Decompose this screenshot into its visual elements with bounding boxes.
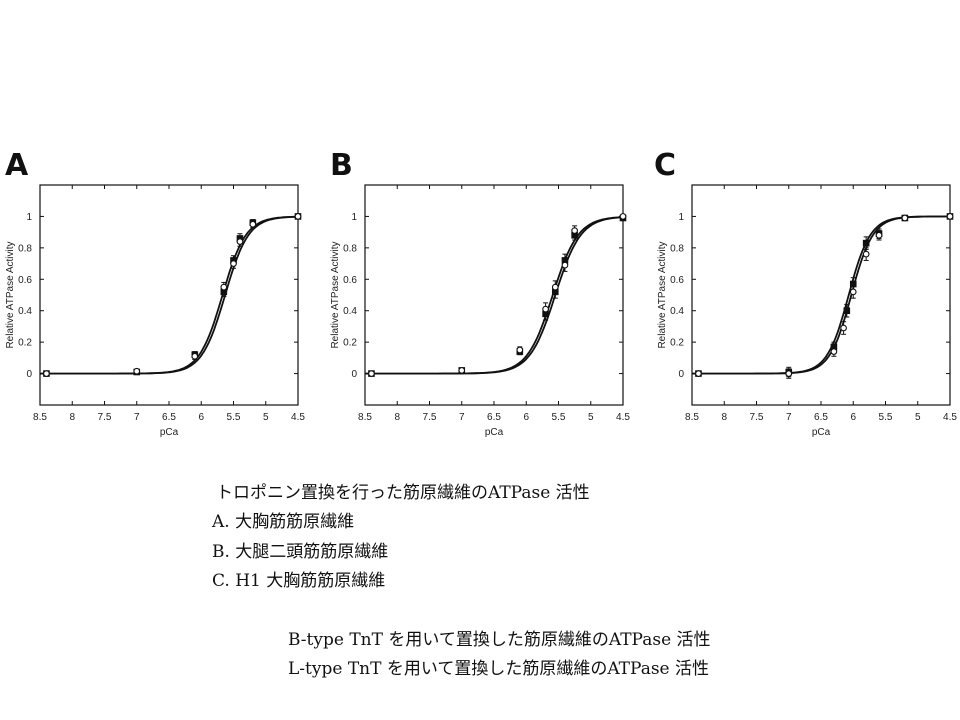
x-tick-label: 5 <box>915 412 921 423</box>
data-point-filled <box>862 239 870 247</box>
y-tick-label: 1 <box>26 212 32 223</box>
panel-c-letter: C <box>654 148 677 183</box>
y-tick-label: 0.2 <box>343 338 357 349</box>
x-tick-label: 7 <box>786 412 792 423</box>
x-tick-label: 5.5 <box>879 412 893 423</box>
data-point-open <box>236 238 244 245</box>
data-point-open <box>458 367 466 374</box>
legend-l-type: L-type TnT を用いて置換した筋原繊維のATPase 活性 <box>288 659 710 679</box>
data-point-open <box>220 283 228 291</box>
x-axis-title: pCa <box>160 427 179 438</box>
x-tick-label: 6 <box>850 412 856 423</box>
data-point-open <box>368 370 375 377</box>
y-tick-label: 0.4 <box>670 306 684 317</box>
y-axis-title: Relative ATPase Activity <box>5 241 16 348</box>
y-tick-label: 1 <box>351 212 357 223</box>
x-tick-label: 7.5 <box>750 412 764 423</box>
data-point-open <box>785 370 793 377</box>
panel-a-letter: A <box>5 148 29 183</box>
x-tick-label: 8 <box>721 412 727 423</box>
y-tick-label: 0.4 <box>343 306 357 317</box>
x-tick-label: 4.5 <box>291 412 305 423</box>
data-point-open <box>695 370 702 377</box>
data-point-open <box>946 213 954 220</box>
data-point-open <box>840 324 847 332</box>
caption-item-a: A. 大胸筋筋原繊維 <box>212 512 355 532</box>
y-axis-title: Relative ATPase Activity <box>657 241 668 348</box>
x-tick-label: 4.5 <box>616 412 630 423</box>
data-point-filled <box>843 307 851 315</box>
x-tick-label: 8.5 <box>33 412 47 423</box>
fit-curve-1 <box>365 216 624 375</box>
caption-title: トロポニン置換を行った筋原繊維のATPase 活性 <box>216 483 590 503</box>
x-tick-label: 6.5 <box>162 412 176 423</box>
y-tick-label: 0 <box>678 369 684 380</box>
data-point-open <box>230 260 237 267</box>
y-tick-label: 0.6 <box>343 275 357 286</box>
data-point-open <box>571 227 578 234</box>
data-point-open <box>294 213 302 220</box>
x-tick-label: 6.5 <box>814 412 828 423</box>
y-tick-label: 0 <box>351 369 357 380</box>
y-tick-label: 0.6 <box>670 275 684 286</box>
x-tick-label: 7.5 <box>98 412 112 423</box>
x-tick-label: 8.5 <box>685 412 699 423</box>
x-tick-label: 4.5 <box>943 412 957 423</box>
fit-curve-2 <box>365 216 623 375</box>
caption-item-c: C. H1 大胸筋筋原繊維 <box>212 571 386 591</box>
x-tick-label: 5.5 <box>552 412 566 423</box>
y-tick-label: 0.8 <box>343 243 357 254</box>
y-tick-label: 1 <box>678 212 684 223</box>
y-tick-label: 0.2 <box>18 338 32 349</box>
data-point-open <box>133 367 141 375</box>
fit-curve-2 <box>692 215 950 375</box>
x-tick-label: 6 <box>523 412 529 423</box>
x-tick-label: 8 <box>69 412 75 423</box>
caption-item-b: B. 大腿二頭筋筋原繊維 <box>212 542 389 562</box>
x-tick-label: 7 <box>459 412 465 423</box>
data-point-open <box>542 305 549 313</box>
chart-panel-c: 8.5 8 7.5 7 6.5 6 5.5 5 4.5 0 0.2 0.4 0.6 0.8 1 pCa Rela… <box>657 184 957 438</box>
y-axis-title: Relative ATPase Activity <box>330 241 341 348</box>
x-tick-label: 5 <box>263 412 269 423</box>
x-tick-label: 5 <box>588 412 594 423</box>
y-tick-label: 0.4 <box>18 306 32 317</box>
data-point-open <box>862 250 870 258</box>
x-tick-label: 5.5 <box>227 412 241 423</box>
x-axis-title: pCa <box>485 427 504 438</box>
y-tick-label: 0.6 <box>18 275 32 286</box>
data-point-open <box>249 220 257 228</box>
x-tick-label: 8 <box>394 412 400 423</box>
x-tick-label: 7 <box>134 412 140 423</box>
x-tick-label: 8.5 <box>358 412 372 423</box>
chart-panel-a: 8.5 8 7.5 7 6.5 6 5.5 5 4.5 0 0.2 0.4 0.6 0.8 1 pCa Rela… <box>5 184 305 438</box>
fit-curve-2 <box>40 215 298 375</box>
legend-b-type: B-type TnT を用いて置換した筋原繊維のATPase 活性 <box>288 630 711 650</box>
fit-curve-1 <box>40 215 299 375</box>
data-point-open <box>551 283 559 291</box>
data-point-open <box>901 214 909 222</box>
x-tick-label: 6 <box>198 412 204 423</box>
panel-b-letter: B <box>330 148 353 183</box>
plot-frame <box>691 184 951 406</box>
y-tick-label: 0 <box>26 369 32 380</box>
data-point-open <box>561 261 569 269</box>
y-tick-label: 0.8 <box>18 243 32 254</box>
x-tick-label: 6.5 <box>487 412 501 423</box>
data-point-open <box>619 213 627 220</box>
x-tick-label: 7.5 <box>423 412 437 423</box>
data-point-open <box>830 348 838 355</box>
fit-curve-1 <box>692 215 950 375</box>
chart-panel-b: 8.5 8 7.5 7 6.5 6 5.5 5 4.5 0 0.2 0.4 0.6 0.8 1 pCa Rela… <box>330 184 630 438</box>
data-point-open <box>516 346 524 354</box>
y-tick-label: 0.2 <box>670 338 684 349</box>
x-axis-title: pCa <box>812 427 831 438</box>
y-tick-label: 0.8 <box>670 243 684 254</box>
data-point-open <box>43 370 50 377</box>
data-point-open <box>875 231 883 239</box>
data-point-open <box>849 288 857 296</box>
data-point-open <box>191 352 199 360</box>
